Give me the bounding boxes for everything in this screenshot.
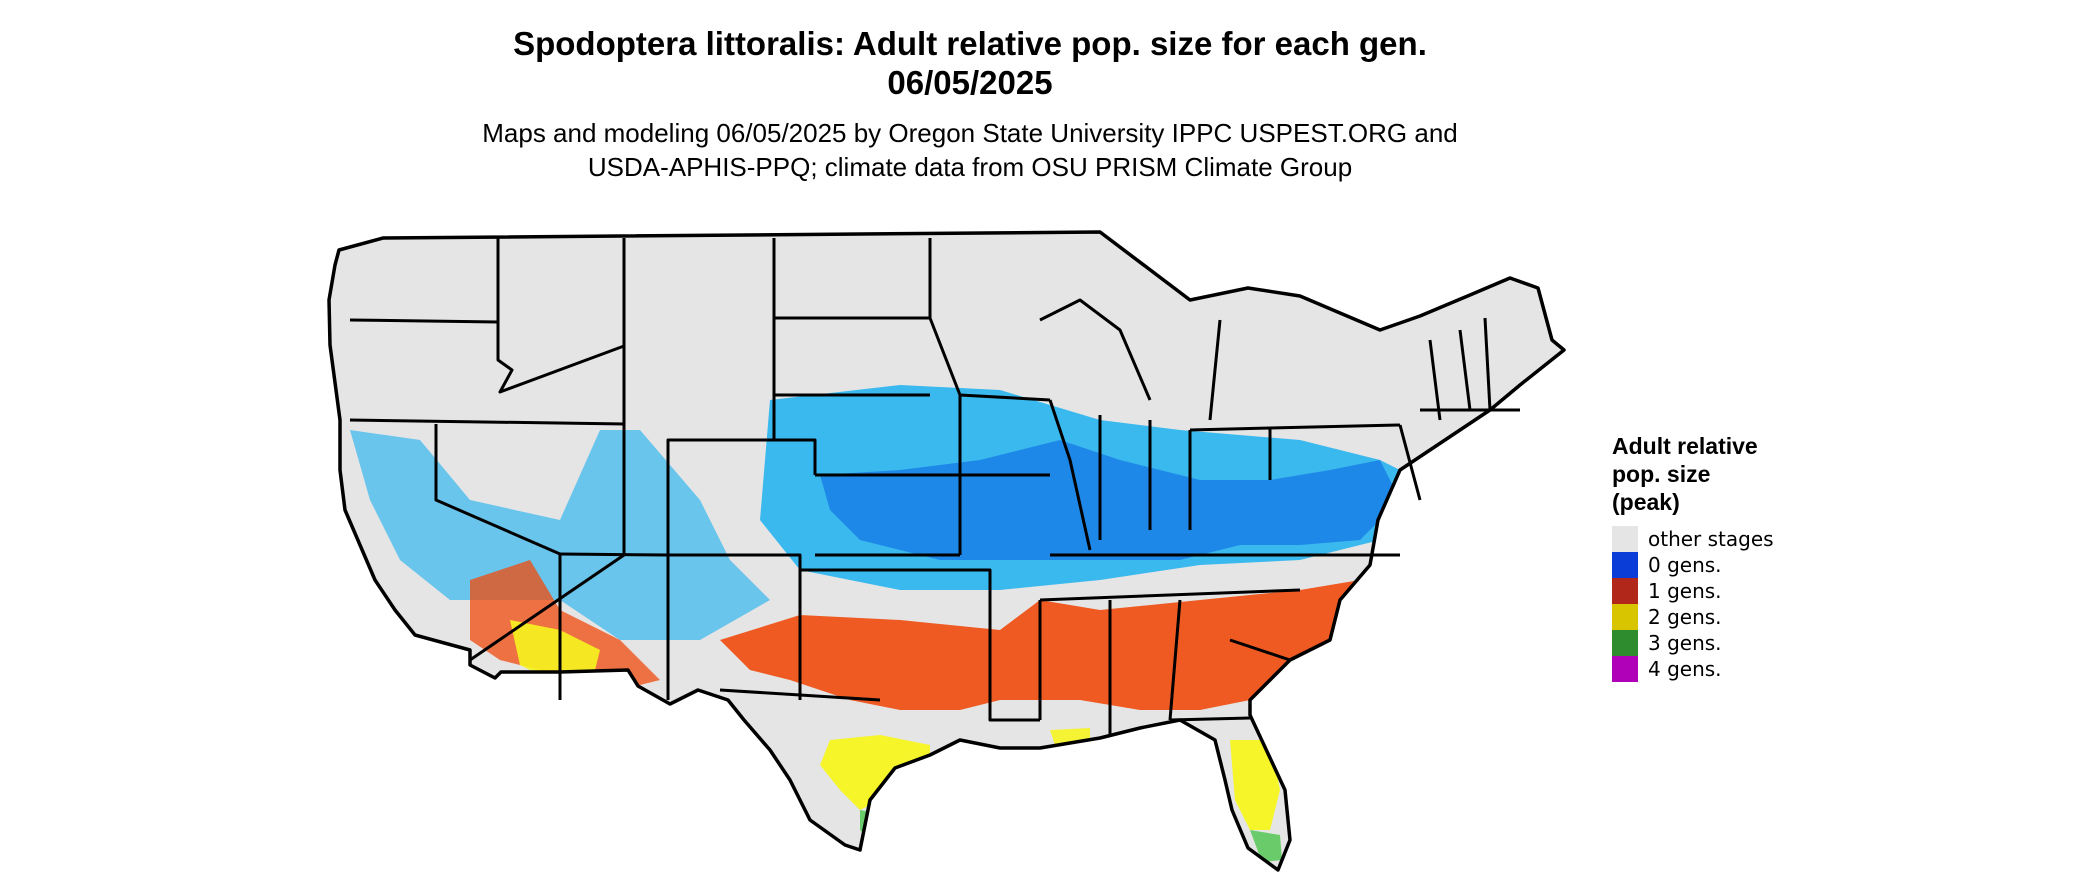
map-fill-regions — [329, 232, 1564, 870]
state-borders — [349, 238, 1520, 735]
legend-swatch-1-gens — [1612, 578, 1638, 604]
zone-2-gens-florida — [1230, 740, 1280, 830]
legend-label-3-gens: 3 gens. — [1648, 631, 1722, 655]
legend-item-1-gens: 1 gens. — [1612, 578, 1774, 604]
legend-label-4-gens: 4 gens. — [1648, 657, 1722, 681]
legend-title: Adult relative pop. size (peak) — [1612, 432, 1774, 516]
map-title-line1: Spodoptera littoralis: Adult relative po… — [513, 25, 1427, 62]
legend-swatch-0-gens — [1612, 552, 1638, 578]
us-outline — [327, 230, 1566, 872]
zone-3-gens-south-florida — [1250, 830, 1282, 862]
zone-0-gens-west — [350, 430, 770, 640]
legend-title-line3: (peak) — [1612, 489, 1680, 515]
legend-swatch-2-gens — [1612, 604, 1638, 630]
legend-swatch-4-gens — [1612, 656, 1638, 682]
legend-swatch-3-gens — [1612, 630, 1638, 656]
legend-swatch-other-stages — [1612, 526, 1638, 552]
map-subtitle-line2: USDA-APHIS-PPQ; climate data from OSU PR… — [587, 152, 1353, 182]
zone-1-gens-south — [720, 580, 1378, 710]
zone-0-gens-core — [820, 440, 1400, 560]
map-subtitle-line1: Maps and modeling 06/05/2025 by Oregon S… — [482, 118, 1458, 148]
legend-item-4-gens: 4 gens. — [1612, 656, 1774, 682]
legend-item-0-gens: 0 gens. — [1612, 552, 1774, 578]
map-title-date: 06/05/2025 — [887, 64, 1053, 101]
legend-item-3-gens: 3 gens. — [1612, 630, 1774, 656]
legend-label-2-gens: 2 gens. — [1648, 605, 1722, 629]
legend-item-2-gens: 2 gens. — [1612, 604, 1774, 630]
zone-1-gens-southwest — [470, 560, 660, 690]
legend-item-other-stages: other stages — [1612, 526, 1774, 552]
legend-label-other-stages: other stages — [1648, 527, 1774, 551]
legend-label-1-gens: 1 gens. — [1648, 579, 1722, 603]
legend-title-line1: Adult relative — [1612, 433, 1758, 459]
zone-2-gens-texas — [820, 735, 930, 810]
legend: Adult relative pop. size (peak) other st… — [1612, 432, 1774, 682]
legend-title-line2: pop. size — [1612, 461, 1711, 487]
title-block: Spodoptera littoralis: Adult relative po… — [350, 24, 1590, 184]
legend-label-0-gens: 0 gens. — [1648, 553, 1722, 577]
